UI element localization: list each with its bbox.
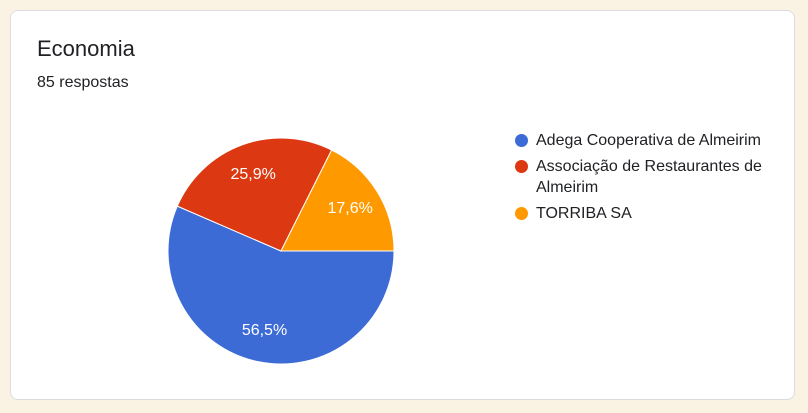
pie-slice-percentage-label: 17,6% [328,200,373,217]
pie-slice-percentage-label: 25,9% [231,166,276,183]
question-title: Economia [37,36,135,61]
question-summary-card: Economia 85 respostas 56,5% 25,9% 17,6% Ad… [10,10,795,400]
legend-label: TORRIBA SA [536,205,632,222]
pie-slice-percentage-label: 56,5% [242,322,287,339]
pie-chart: 56,5% 25,9% 17,6% [167,137,395,365]
chart-legend: Adega Cooperativa de Almeirim Associação … [515,130,787,229]
legend-item-3: TORRIBA SA [515,203,787,224]
legend-color-dot [515,134,528,147]
response-count: 85 respostas [37,74,129,91]
legend-color-dot [515,160,528,173]
pie-slice-1[interactable] [167,205,395,365]
legend-label: Adega Cooperativa de Almeirim [536,132,762,149]
legend-color-dot [515,207,528,220]
legend-item-2: Associação de Restaurantes de Almeirim [515,156,787,198]
pie-slice-2[interactable] [176,137,333,252]
legend-label: Associação de Restaurantes de Almeirim [536,158,762,196]
legend-item-1: Adega Cooperativa de Almeirim [515,130,787,151]
pie-slice-3[interactable] [280,149,395,252]
